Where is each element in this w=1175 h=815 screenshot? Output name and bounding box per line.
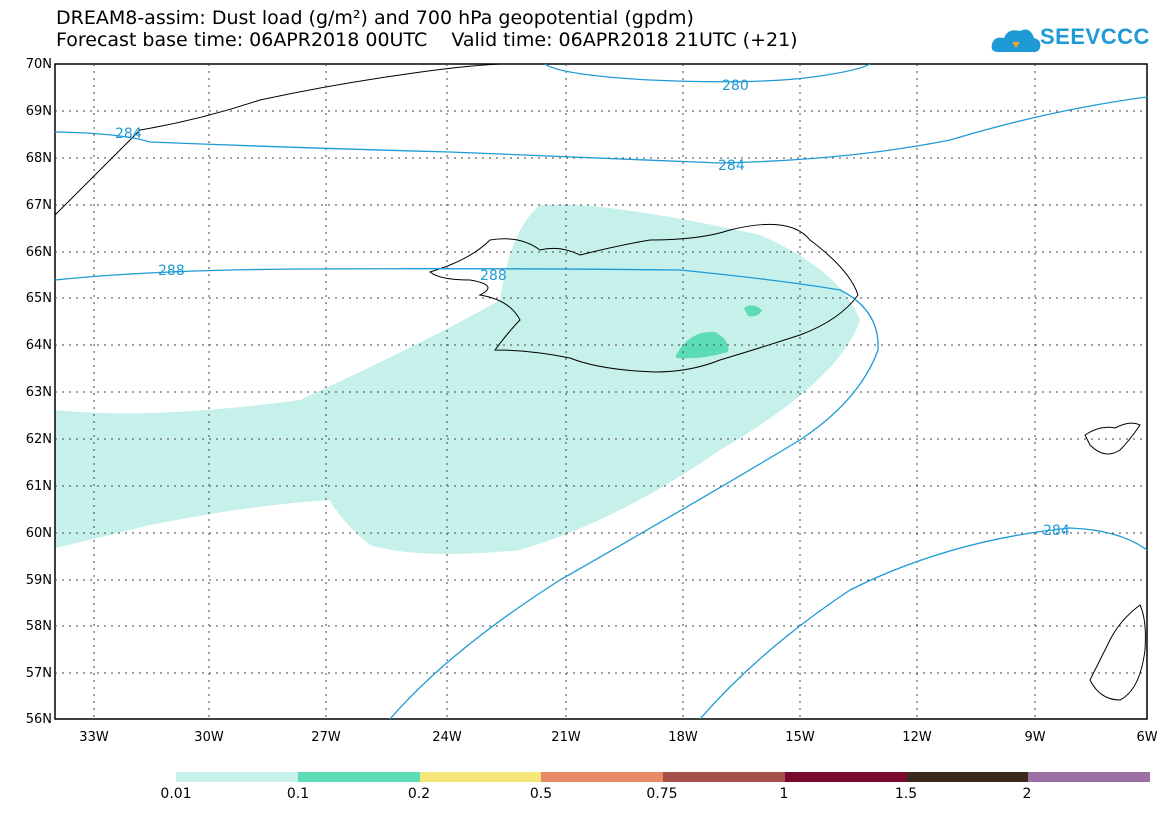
- colorbar-label: 2: [1022, 786, 1032, 802]
- coastline: [54, 63, 1146, 701]
- lon-label: 9W: [1024, 730, 1046, 745]
- colorbar-segment: [1028, 772, 1150, 782]
- title-line-1: DREAM8-assim: Dust load (g/m²) and 700 h…: [56, 7, 694, 29]
- lon-label: 18W: [668, 730, 698, 745]
- colorbar: [176, 772, 1150, 782]
- lat-label: 57N: [25, 666, 52, 681]
- colorbar-label: 0.01: [160, 786, 192, 802]
- contour-label: 280: [722, 78, 749, 94]
- lon-label: 21W: [551, 730, 581, 745]
- lat-label: 66N: [25, 245, 52, 260]
- colorbar-segment: [297, 772, 420, 782]
- colorbar-segment: [176, 772, 298, 782]
- lat-label: 60N: [25, 526, 52, 541]
- lon-label: 24W: [432, 730, 462, 745]
- lat-label: 61N: [25, 479, 52, 494]
- lat-label: 65N: [25, 291, 52, 306]
- colorbar-label: 1.5: [894, 786, 918, 802]
- lon-label: 27W: [311, 730, 341, 745]
- logo-text: SEEVCCC: [1040, 24, 1150, 49]
- lon-label: 6W: [1136, 730, 1158, 745]
- dust-area-medium: [676, 331, 729, 359]
- colorbar-label: 1: [779, 786, 789, 802]
- lat-label: 70N: [25, 57, 52, 72]
- contour-label: 284: [718, 158, 745, 174]
- lat-label: 59N: [25, 573, 52, 588]
- contour-label: 288: [158, 263, 185, 279]
- geopotential-contours: [54, 63, 1148, 720]
- lon-label: 30W: [194, 730, 224, 745]
- lat-label: 58N: [25, 619, 52, 634]
- cloud-icon: [991, 29, 1041, 53]
- lat-label: 64N: [25, 338, 52, 353]
- dust-area-medium-2: [744, 305, 762, 317]
- lat-label: 68N: [25, 151, 52, 166]
- lon-label: 12W: [902, 730, 932, 745]
- lat-label: 69N: [25, 104, 52, 119]
- lat-label: 56N: [25, 712, 52, 727]
- contour-label: 284: [115, 126, 142, 142]
- lat-label: 67N: [25, 198, 52, 213]
- lon-label: 33W: [79, 730, 109, 745]
- colorbar-segment: [663, 772, 785, 782]
- title-line-2: Forecast base time: 06APR2018 00UTC Vali…: [56, 29, 798, 51]
- lat-label: 62N: [25, 432, 52, 447]
- contour-labels: 280 284 284 288 288 284: [115, 78, 1070, 539]
- colorbar-label: 0.1: [286, 786, 310, 802]
- colorbar-label: 0.2: [407, 786, 431, 802]
- colorbar-label: 0.75: [646, 786, 678, 802]
- graticule: [55, 64, 1147, 719]
- colorbar-segment: [784, 772, 907, 782]
- colorbar-segment: [906, 772, 1029, 782]
- lat-label: 63N: [25, 385, 52, 400]
- lon-label: 15W: [785, 730, 815, 745]
- contour-label: 284: [1043, 523, 1070, 539]
- colorbar-segment: [419, 772, 542, 782]
- colorbar-segment: [541, 772, 663, 782]
- dust-area-light: [55, 204, 860, 554]
- contour-label: 288: [480, 268, 507, 284]
- colorbar-label: 0.5: [529, 786, 553, 802]
